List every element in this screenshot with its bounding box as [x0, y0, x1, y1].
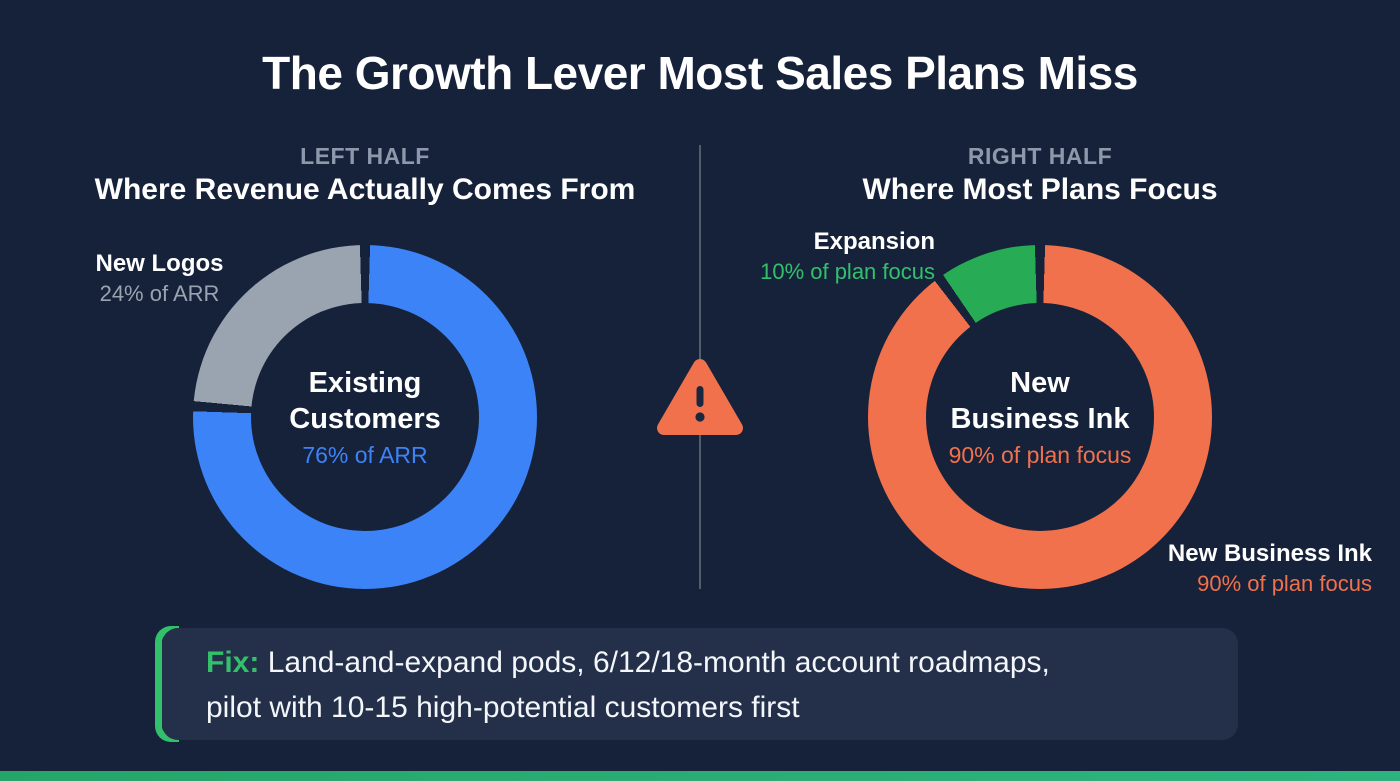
left-center-value: 76% of ARR [302, 442, 428, 468]
right-center-label: New [1010, 367, 1070, 399]
page-title: The Growth Lever Most Sales Plans Miss [262, 47, 1138, 99]
donut-chart-plan-focus: New Business Ink 90% of plan focus [868, 245, 1212, 589]
label-new-logos-value: 24% of ARR [99, 281, 220, 306]
fix-text-1: Land-and-expand pods, 6/12/18-month acco… [267, 646, 1050, 679]
warning-triangle-icon [654, 356, 746, 442]
fix-callout: Fix: Land-and-expand pods, 6/12/18-month… [162, 628, 1238, 740]
donut-chart-revenue: Existing Customers 76% of ARR [193, 245, 537, 589]
warning-triangle-svg [657, 359, 743, 435]
fix-bracket-icon [155, 626, 179, 742]
footer-accent-bar [0, 771, 1400, 781]
right-heading: Where Most Plans Focus [862, 173, 1218, 206]
label-expansion-title: Expansion [813, 228, 935, 255]
fix-line-2: pilot with 10-15 high-potential customer… [206, 685, 1238, 730]
left-center-label-2: Customers [289, 403, 441, 435]
right-center-label-2: Business Ink [950, 403, 1130, 435]
label-new-logos-title: New Logos [95, 250, 224, 277]
label-new-business-ink-title: New Business Ink [1167, 540, 1372, 567]
right-eyebrow: RIGHT HALF [967, 143, 1113, 169]
donut-hole-left: Existing Customers 76% of ARR [251, 303, 479, 531]
label-new-logos: New Logos 24% of ARR [52, 250, 267, 307]
fix-line-1: Fix: Land-and-expand pods, 6/12/18-month… [206, 640, 1238, 685]
fix-text-2: pilot with 10-15 high-potential customer… [206, 691, 800, 724]
left-heading: Where Revenue Actually Comes From [94, 173, 636, 206]
label-expansion-value: 10% of plan focus [760, 259, 935, 284]
fix-label: Fix: [206, 646, 260, 679]
left-center-label: Existing [308, 367, 422, 399]
label-expansion: Expansion 10% of plan focus [690, 228, 935, 285]
right-center-value: 90% of plan focus [948, 442, 1132, 468]
left-eyebrow: LEFT HALF [300, 143, 430, 169]
label-new-business-ink: New Business Ink 90% of plan focus [1092, 540, 1372, 597]
label-new-business-ink-value: 90% of plan focus [1197, 571, 1372, 596]
donut-hole-right: New Business Ink 90% of plan focus [926, 303, 1154, 531]
